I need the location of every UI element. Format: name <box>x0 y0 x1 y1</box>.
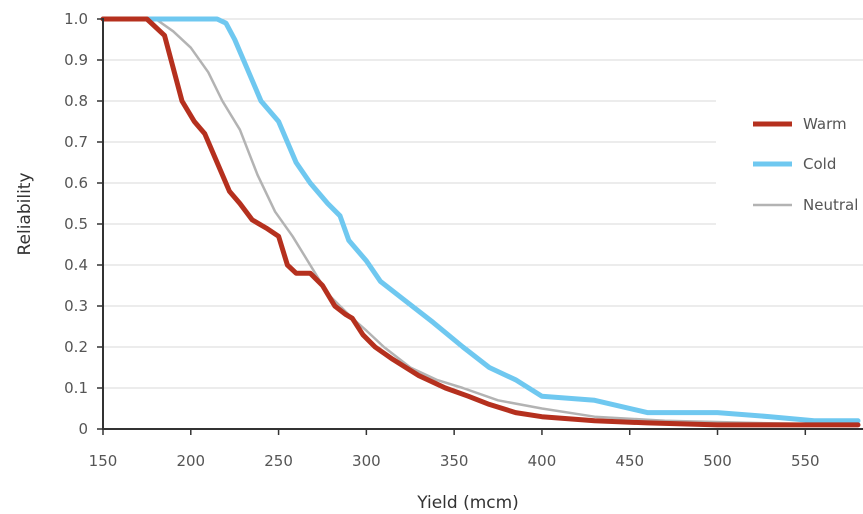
grid-lines <box>103 18 863 389</box>
x-tick-label: 550 <box>791 452 820 470</box>
y-tick-label: 0.9 <box>64 51 88 69</box>
legend-label-warm: Warm <box>803 115 847 133</box>
y-tick-label: 0.7 <box>64 133 88 151</box>
series-line-cold <box>100 16 861 424</box>
y-tick-label: 0.1 <box>64 379 88 397</box>
legend: Warm Cold Neutral <box>753 115 858 214</box>
x-tick-label: 350 <box>440 452 469 470</box>
x-tick-label: 150 <box>89 452 118 470</box>
series-lines <box>100 16 861 428</box>
y-axis-title: Reliability <box>15 172 35 255</box>
x-tick-label: 300 <box>352 452 381 470</box>
axes <box>97 18 863 435</box>
x-tick-label: 400 <box>528 452 557 470</box>
y-tick-label: 0 <box>78 420 88 438</box>
y-tick-label: 0.3 <box>64 297 88 315</box>
series-line-warm <box>100 16 861 428</box>
y-tick-label: 0.8 <box>64 92 88 110</box>
y-tick-label: 0.4 <box>64 256 88 274</box>
x-axis-title: Yield (mcm) <box>416 493 519 513</box>
legend-label-cold: Cold <box>803 155 836 173</box>
x-tick-label: 450 <box>615 452 644 470</box>
y-tick-label: 0.6 <box>64 174 88 192</box>
y-tick-label: 0.5 <box>64 215 88 233</box>
y-tick-label: 0.2 <box>64 338 88 356</box>
x-tick-label: 250 <box>264 452 293 470</box>
series-line-neutral <box>101 17 860 427</box>
legend-label-neutral: Neutral <box>803 196 858 214</box>
y-tick-label: 1.0 <box>64 10 88 28</box>
x-tick-label: 500 <box>703 452 732 470</box>
tick-labels: 0 0.1 0.2 0.3 0.4 0.5 0.6 0.7 0.8 0.9 1.0 150 200 250… <box>64 10 819 470</box>
x-tick-label: 200 <box>176 452 205 470</box>
